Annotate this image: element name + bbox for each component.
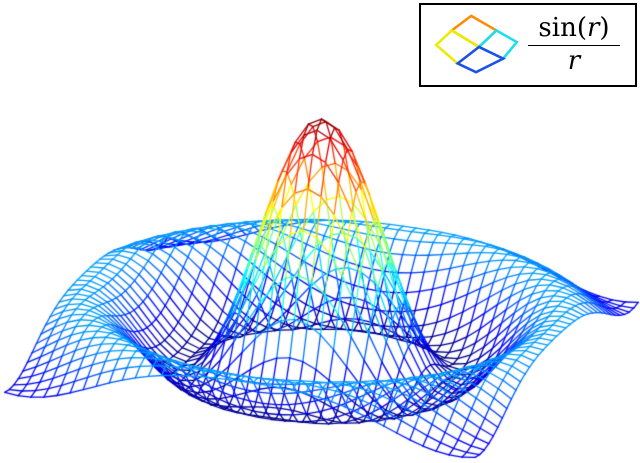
mesh-legend-icon [434,14,519,74]
fraction-bar [528,45,620,46]
legend-icon-quad-top [449,14,499,49]
legend-label-numerator: sin(r) [538,12,610,43]
legend-icon-quad-right [476,28,519,61]
legend-icon-quad-bottom [455,45,507,74]
legend-icon-quad-left [434,28,482,66]
legend-label: sin(r) r [523,12,625,76]
legend-box: sin(r) r [419,3,637,87]
legend-label-denominator: r [567,46,581,76]
